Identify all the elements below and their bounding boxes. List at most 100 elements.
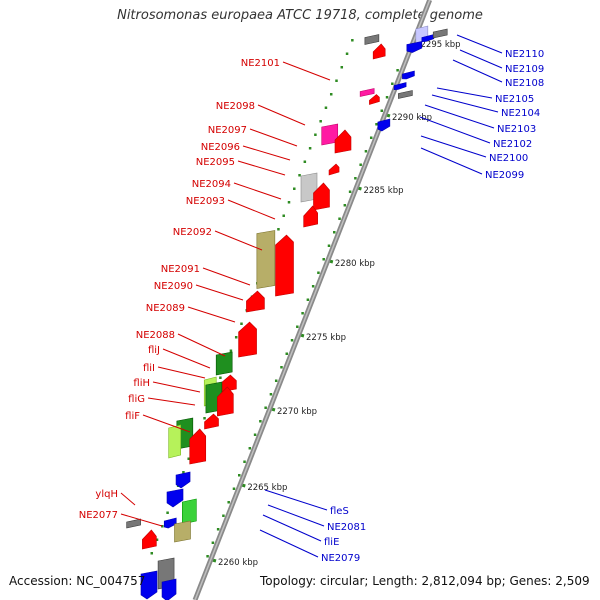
gene-label-left[interactable]: fliJ [148,345,211,369]
gene-label-right[interactable]: NE2081 [267,504,366,533]
svg-text:fliH: fliH [133,378,150,389]
gene-feature[interactable] [432,28,448,39]
gene-arrow-forward[interactable] [303,205,318,228]
gene-label-left[interactable]: fliH [133,378,201,393]
gene-label-left[interactable]: NE2093 [186,196,276,220]
right-tick-dot [327,244,331,247]
svg-text:NE2091: NE2091 [161,264,200,275]
gene-label-right[interactable]: NE2103 [424,104,536,135]
right-tick-dot [375,123,378,126]
gene-label-right[interactable]: NE2104 [431,94,540,119]
gene-label-left[interactable]: fliF [125,411,191,433]
gene-arrow-forward[interactable] [369,94,380,105]
left-tick-dot [161,525,164,528]
right-tick-dot [391,82,394,85]
right-tick-dot [296,325,299,328]
svg-text:fleS: fleS [330,506,349,517]
svg-text:fliG: fliG [128,394,145,405]
gene-arrow-forward[interactable] [204,413,219,430]
svg-text:NE2101: NE2101 [241,58,280,69]
left-tick-dot [351,39,354,42]
right-tick-dot [264,406,267,409]
left-tick-dot [303,160,307,163]
left-tick-dot [282,214,285,217]
gene-arrow-forward[interactable] [334,129,352,154]
gene-arrow-reverse[interactable] [163,517,177,529]
right-tick-dot [364,150,368,153]
gene-arrow-forward[interactable] [142,529,157,550]
gene-feature[interactable] [398,90,413,99]
gene-label-left[interactable]: NE2090 [154,281,244,301]
left-tick-dot [335,79,338,82]
right-tick-dot [396,69,399,72]
gene-label-left[interactable]: fliI [143,363,206,379]
gene-arrow-reverse[interactable] [393,82,407,91]
gene-arrow-reverse[interactable] [377,118,391,132]
right-tick-dot [248,447,252,450]
svg-text:NE2105: NE2105 [495,94,534,105]
gene-label-left[interactable]: NE2096 [201,142,291,161]
gene-label-left[interactable]: NE2092 [173,227,263,251]
gene-arrow-forward[interactable] [246,290,265,313]
gene-feature[interactable] [168,424,181,459]
gene-label-left[interactable]: NE2089 [146,303,236,323]
gene-label-left[interactable]: NE2088 [136,330,226,357]
gene-label-left[interactable]: NE2097 [208,125,298,147]
gene-label-left[interactable]: NE2098 [216,101,306,126]
gene-arrow-forward[interactable] [372,43,386,60]
gene-label-left[interactable]: NE2101 [241,58,331,81]
gene-label-left[interactable]: NE2094 [192,179,282,200]
gene-feature[interactable] [174,520,191,543]
gene-label-right[interactable]: NE2079 [259,529,360,564]
svg-text:NE2088: NE2088 [136,330,175,341]
left-tick-dot [150,552,154,555]
gene-label-right[interactable]: NE2102 [419,116,532,150]
gene-label-right[interactable]: NE2110 [456,34,544,60]
right-tick-dot [385,96,389,99]
svg-text:NE2108: NE2108 [505,78,544,89]
gene-arrow-reverse[interactable] [166,488,184,508]
kbp-tick-label: 2275 kbp [306,333,346,343]
gene-label-right[interactable]: NE2105 [436,87,534,105]
gene-arrow-forward[interactable] [328,163,340,176]
gene-feature[interactable] [364,34,380,45]
right-tick-dot [301,312,304,315]
right-tick-dot [243,460,246,463]
gene-arrow-forward[interactable] [238,321,257,358]
left-tick-dot [319,120,322,123]
gene-feature[interactable] [215,351,233,376]
gene-label-right[interactable]: fleS [264,489,349,517]
gene-label-right[interactable]: NE2100 [420,135,528,164]
gene-label-left[interactable]: NE2077 [79,510,163,527]
right-tick-dot [343,204,347,207]
left-tick-dot [240,322,243,325]
gene-arrow-forward[interactable] [189,428,207,465]
left-tick-dot [298,174,301,177]
gene-arrow-reverse[interactable] [161,578,177,600]
svg-text:NE2077: NE2077 [79,510,118,521]
gene-feature[interactable] [126,518,141,529]
gene-arrow-reverse[interactable] [175,471,191,489]
gene-label-left[interactable]: ylqH [95,489,136,506]
gene-arrow-forward[interactable] [275,234,294,297]
gene-arrow-reverse[interactable] [140,570,158,600]
gene-arrow-forward[interactable] [217,386,234,417]
gene-feature[interactable] [359,88,375,97]
gene-label-right[interactable]: NE2099 [420,147,524,181]
left-tick-dot [277,228,280,231]
gene-label-left[interactable]: fliG [128,394,196,406]
gene-feature[interactable] [256,230,276,289]
gene-arrow-reverse[interactable] [406,41,423,53]
gene-label-right[interactable]: fliE [262,514,339,548]
svg-text:NE2081: NE2081 [327,522,366,533]
right-tick-dot [369,136,373,139]
gene-label-right[interactable]: NE2109 [459,49,544,75]
gene-label-left[interactable]: NE2091 [161,264,251,286]
gene-arrow-reverse[interactable] [421,34,435,43]
gene-arrow-reverse[interactable] [402,70,415,80]
gene-label-right[interactable]: NE2108 [452,59,544,89]
gene-feature[interactable] [182,498,197,525]
gene-label-left[interactable]: NE2095 [196,157,286,176]
left-tick-dot [182,471,185,474]
